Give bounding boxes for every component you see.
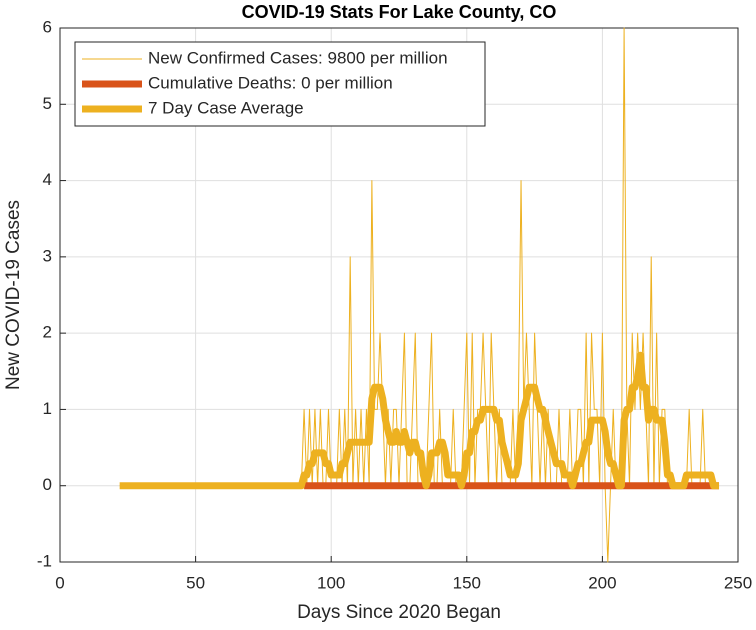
y-tick-label: 5 — [43, 94, 52, 113]
series-line — [118, 351, 720, 490]
y-tick-label: -1 — [37, 551, 52, 570]
y-tick-label: 2 — [43, 323, 52, 342]
y-tick-label: 3 — [43, 246, 52, 265]
legend-box — [74, 41, 486, 127]
y-tick-label: 4 — [43, 170, 52, 189]
x-tick-label: 150 — [453, 573, 481, 592]
legend-label: Cumulative Deaths: 0 per million — [148, 73, 393, 92]
x-tick-label: 100 — [317, 573, 345, 592]
x-axis-label: Days Since 2020 Began — [297, 602, 501, 623]
x-tick-label: 50 — [186, 573, 205, 592]
y-tick-label: 1 — [43, 399, 52, 418]
x-tick-label: 0 — [55, 573, 64, 592]
x-tick-label: 200 — [588, 573, 616, 592]
chart-title: COVID-19 Stats For Lake County, CO — [242, 2, 557, 22]
legend-label: 7 Day Case Average — [148, 98, 304, 117]
axes-box — [59, 27, 739, 563]
legend-label: New Confirmed Cases: 9800 per million — [148, 48, 448, 67]
x-tick-label: 250 — [724, 573, 752, 592]
y-tick-label: 6 — [43, 17, 52, 36]
y-tick-label: 0 — [43, 475, 52, 494]
y-axis-label: New COVID-19 Cases — [3, 200, 24, 390]
